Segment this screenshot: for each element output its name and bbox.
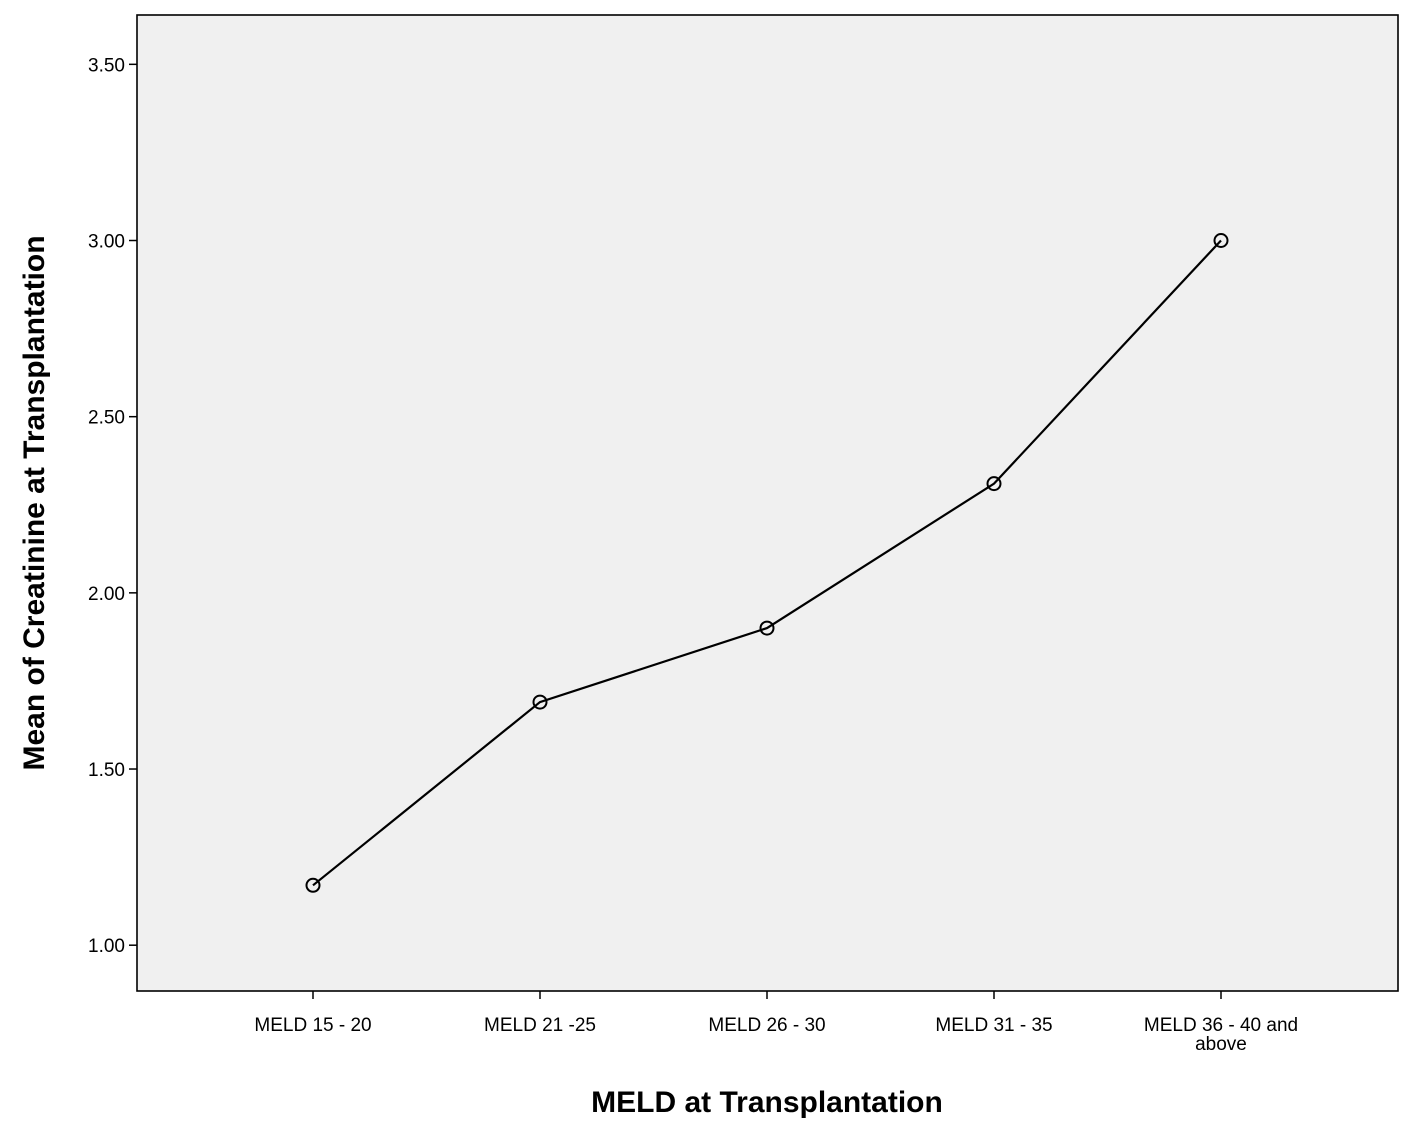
x-tick-label: MELD 36 - 40 and above — [1144, 1015, 1298, 1055]
series-line — [312, 239, 1222, 887]
y-axis-title: Mean of Creatinine at Transplantation — [18, 235, 51, 770]
y-axis: 1.00 1.50 2.00 2.50 3.00 3.50 — [88, 55, 137, 957]
x-tick-label: MELD 26 - 30 — [708, 1015, 825, 1036]
plot-area — [136, 14, 1399, 992]
series-layer — [305, 233, 1229, 893]
x-tick-label: MELD 21 -25 — [484, 1015, 596, 1036]
y-tick-label: 3.50 — [88, 55, 125, 76]
x-axis-title: MELD at Transplantation — [591, 1086, 943, 1119]
y-tick-label: 1.50 — [88, 760, 125, 781]
data-point — [1213, 233, 1229, 249]
data-point — [532, 694, 548, 710]
data-point — [305, 877, 321, 893]
x-tick-label: MELD 15 - 20 — [254, 1015, 371, 1036]
x-tick-label: MELD 31 - 35 — [935, 1015, 1052, 1036]
y-tick-label: 2.00 — [88, 584, 125, 605]
y-tick-label: 2.50 — [88, 408, 125, 429]
x-axis: MELD 15 - 20 MELD 21 -25 MELD 26 - 30 MELD … — [254, 991, 1298, 1055]
data-point — [986, 476, 1002, 492]
y-tick-label: 3.00 — [88, 232, 125, 253]
data-point — [759, 620, 775, 636]
y-tick-label: 1.00 — [88, 936, 125, 957]
